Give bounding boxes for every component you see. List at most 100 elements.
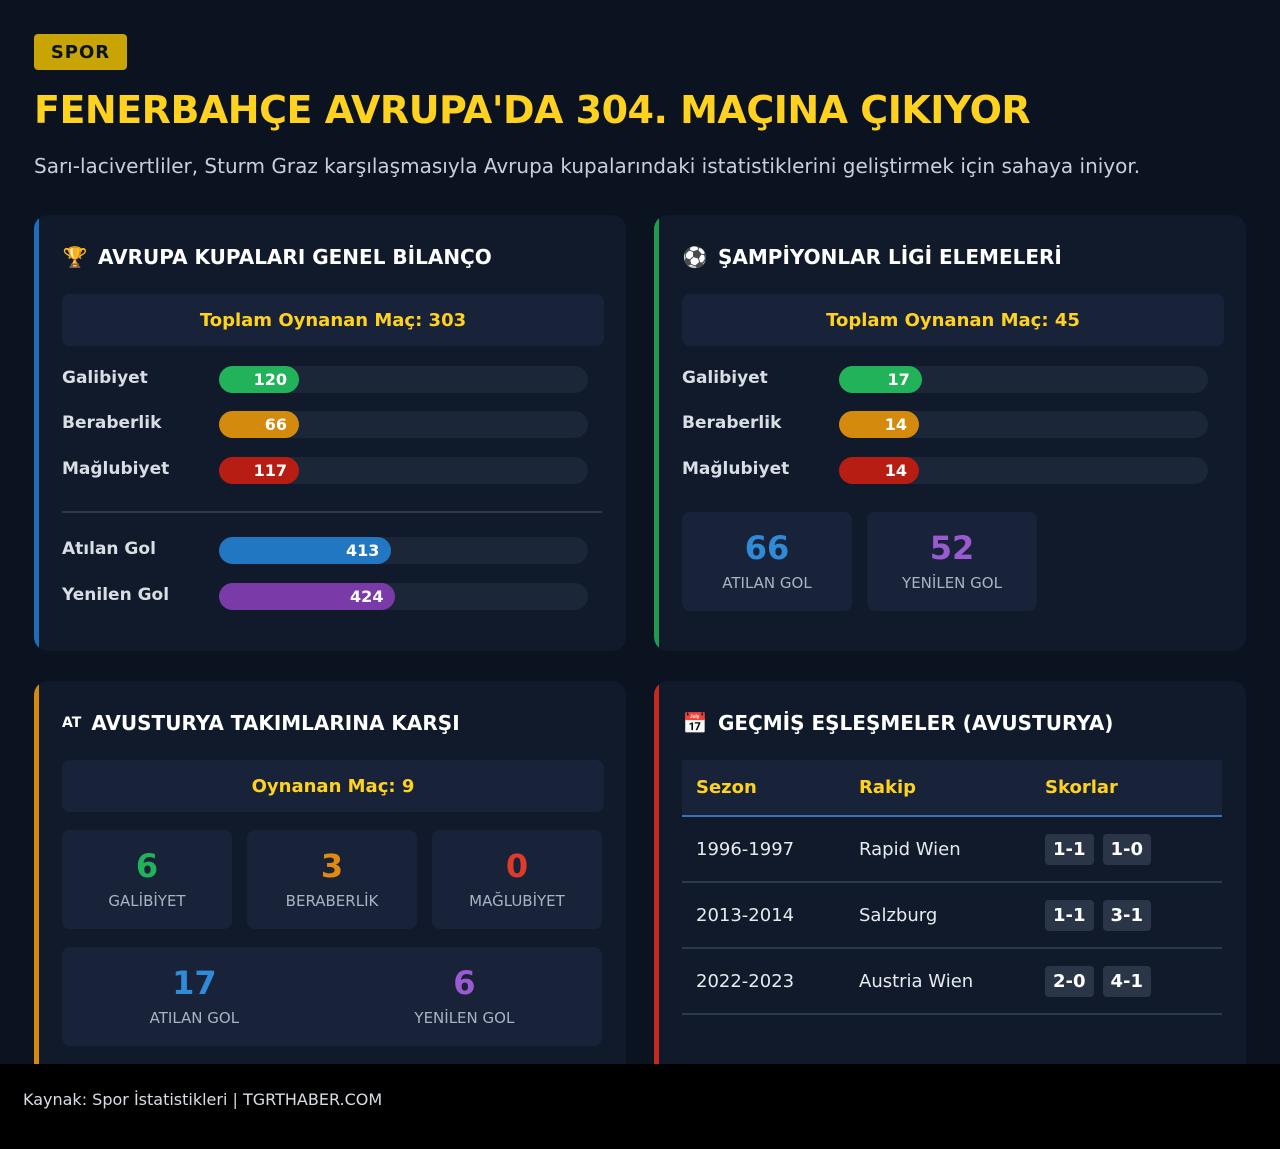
bar-2: 14 (839, 411, 919, 438)
total-matches-banner: Toplam Oynanan Maç: 303 (62, 294, 604, 346)
bar-1: 120 (219, 366, 299, 393)
bar-value-label: 413 (345, 541, 380, 560)
bar-divider (62, 511, 602, 513)
trophy-icon: 🏆 (62, 245, 88, 269)
card-cl-title: ŞAMPİYONLAR LİGİ ELEMELERİ (718, 245, 1062, 269)
austria-losses-box: 0 MAĞLUBİYET (432, 830, 602, 929)
card-champions-league: ⚽ ŞAMPİYONLAR LİGİ ELEMELERİ Toplam Oyna… (654, 215, 1246, 651)
bar-row: Mağlubiyet 117 (62, 455, 588, 485)
stat-value: 17 (172, 963, 217, 1002)
austria-goals-box: 17 ATILAN GOL 6 YENİLEN GOL (62, 947, 602, 1046)
stat-value: 66 (744, 528, 790, 567)
bar-row: Yenilen Gol 424 (62, 581, 588, 611)
bar-row: Beraberlik 14 (682, 409, 1208, 439)
scores-cell: 2-0 4-1 (1031, 948, 1222, 1015)
card-overall-header: 🏆 AVRUPA KUPALARI GENEL BİLANÇO (62, 245, 492, 269)
stat-label: ATILAN GOL (722, 574, 812, 593)
flag-at-icon: AT (62, 715, 82, 731)
opponent-cell: Austria Wien (845, 948, 1031, 1015)
card-overall-title: AVRUPA KUPALARI GENEL BİLANÇO (98, 245, 492, 269)
footer: Kaynak: Spor İstatistikleri | TGRTHABER.… (0, 1064, 1280, 1149)
austria-scored: 17 ATILAN GOL (149, 963, 240, 1028)
card-history-header: 📅 GEÇMİŞ EŞLEŞMELER (AVUSTURYA) (682, 711, 1114, 735)
bar-label: Galibiyet (682, 368, 768, 388)
opponent-cell: Rapid Wien (845, 816, 1031, 883)
cl-scored-box: 66 ATILAN GOL (682, 512, 852, 611)
austria-wins-box: 6 GALİBİYET (62, 830, 232, 929)
card-overall-balance: 🏆 AVRUPA KUPALARI GENEL BİLANÇO Toplam O… (34, 215, 626, 651)
bar-track: 424 (219, 583, 588, 610)
score-badge: 3-1 (1102, 899, 1152, 931)
stat-value: 52 (929, 528, 975, 567)
bar-label: Atılan Gol (62, 539, 156, 559)
history-table: Sezon Rakip Skorlar 1996-1997 Rapid Wien… (682, 760, 1222, 1015)
page-title: FENERBAHÇE AVRUPA'DA 304. MAÇINA ÇIKIYOR (34, 88, 1031, 132)
bar-track: 66 (219, 411, 588, 438)
score-badge: 1-1 (1045, 833, 1094, 865)
bar-value-label: 120 (253, 370, 287, 389)
bar-track: 14 (839, 411, 1208, 438)
card-history-title: GEÇMİŞ EŞLEŞMELER (AVUSTURYA) (718, 711, 1114, 735)
bar-row: Beraberlik 66 (62, 409, 588, 439)
scores-cell: 1-1 3-1 (1031, 882, 1222, 949)
austria-draws-box: 3 BERABERLİK (247, 830, 417, 929)
bar-track: 120 (219, 366, 588, 393)
season-cell: 2022-2023 (682, 948, 845, 1015)
austria-conceded: 6 YENİLEN GOL (414, 963, 515, 1028)
season-cell: 2013-2014 (682, 882, 845, 949)
bar-label: Beraberlik (62, 413, 162, 433)
card-cl-header: ⚽ ŞAMPİYONLAR LİGİ ELEMELERİ (682, 245, 1062, 269)
bar-1: 17 (839, 366, 922, 393)
bar-track: 117 (219, 457, 588, 484)
stat-label: ATILAN GOL (149, 1009, 240, 1028)
cl-conceded-box: 52 YENİLEN GOL (867, 512, 1037, 611)
stat-label: YENİLEN GOL (902, 574, 1002, 593)
score-badge: 4-1 (1102, 965, 1152, 997)
table-row: 2022-2023 Austria Wien 2-0 4-1 (682, 948, 1222, 1015)
bar-track: 413 (219, 537, 588, 564)
bar-value-label: 14 (884, 461, 907, 480)
stat-value: 6 (135, 846, 159, 885)
card-history: 📅 GEÇMİŞ EŞLEŞMELER (AVUSTURYA) Sezon Ra… (654, 681, 1246, 1101)
col-opponent: Rakip (845, 760, 1031, 817)
bar-label: Mağlubiyet (62, 459, 170, 479)
score-badge: 1-0 (1102, 833, 1152, 865)
bar-5: 424 (219, 583, 396, 610)
bar-2: 66 (219, 411, 299, 438)
table-row: 1996-1997 Rapid Wien 1-1 1-0 (682, 816, 1222, 883)
bar-track: 17 (839, 366, 1208, 393)
bar-value-label: 66 (264, 415, 287, 434)
source-credit: Kaynak: Spor İstatistikleri | TGRTHABER.… (23, 1090, 383, 1109)
stat-label: GALİBİYET (108, 892, 186, 911)
stat-label: MAĞLUBİYET (469, 892, 565, 911)
score-badge: 2-0 (1045, 965, 1094, 997)
bar-value-label: 17 (887, 370, 910, 389)
bar-3: 14 (839, 457, 919, 484)
card-vs-austria: AT AVUSTURYA TAKIMLARINA KARŞI Oynanan M… (34, 681, 626, 1101)
category-tag: SPOR (34, 34, 127, 70)
bar-value-label: 117 (253, 461, 287, 480)
score-badge: 1-1 (1045, 899, 1094, 931)
opponent-cell: Salzburg (845, 882, 1031, 949)
stat-value: 0 (505, 846, 529, 885)
globe-icon: ⚽ (682, 245, 708, 269)
table-header-row: Sezon Rakip Skorlar (682, 760, 1222, 817)
bar-value-label: 14 (884, 415, 907, 434)
bar-track: 14 (839, 457, 1208, 484)
calendar-icon: 📅 (682, 711, 708, 735)
scores-cell: 1-1 1-0 (1031, 816, 1222, 883)
card-austria-title: AVUSTURYA TAKIMLARINA KARŞI (91, 711, 460, 735)
stat-label: YENİLEN GOL (414, 1009, 515, 1028)
bar-value-label: 424 (350, 587, 384, 606)
col-season: Sezon (682, 760, 845, 817)
col-scores: Skorlar (1031, 760, 1222, 817)
bar-4: 413 (219, 537, 392, 564)
stat-value: 3 (320, 846, 344, 885)
table-row: 2013-2014 Salzburg 1-1 3-1 (682, 882, 1222, 949)
stat-value: 6 (453, 963, 476, 1002)
bar-row: Galibiyet 17 (682, 364, 1208, 394)
total-matches-banner: Toplam Oynanan Maç: 45 (682, 294, 1224, 346)
bar-label: Galibiyet (62, 368, 148, 388)
season-cell: 1996-1997 (682, 816, 845, 883)
total-matches-banner: Oynanan Maç: 9 (62, 760, 604, 812)
